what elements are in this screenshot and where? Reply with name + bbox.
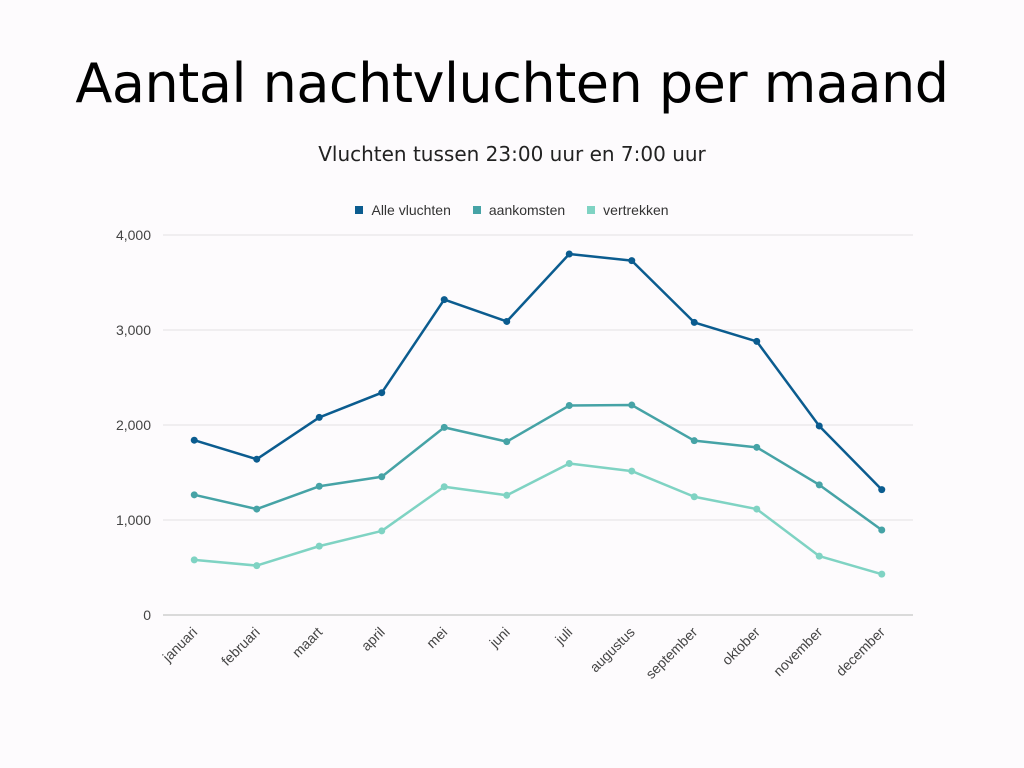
series-line-2 <box>194 462 883 576</box>
chart-title: Aantal nachtvluchten per maand <box>75 52 949 115</box>
data-point <box>315 482 323 490</box>
legend-item-aankomsten[interactable]: aankomsten <box>472 202 566 218</box>
data-point <box>815 552 823 560</box>
data-point <box>440 483 448 491</box>
legend-label-alle-vluchten: Alle vluchten <box>371 202 451 218</box>
x-tick-label: oktober <box>719 624 764 669</box>
x-tick-label: maart <box>289 624 326 661</box>
legend-item-vertrekken[interactable]: vertrekken <box>587 202 669 218</box>
data-point <box>315 413 323 421</box>
data-point <box>878 570 886 578</box>
x-tick-label: juni <box>485 624 512 651</box>
x-tick-label: september <box>642 624 700 682</box>
x-tick-label: april <box>358 624 388 654</box>
data-point <box>378 389 386 397</box>
data-point <box>690 493 698 501</box>
legend-swatch-vertrekken <box>587 206 596 214</box>
legend-swatch-alle-vluchten <box>355 206 364 214</box>
x-tick-label: juli <box>551 624 575 648</box>
data-point <box>565 402 573 410</box>
data-point <box>190 556 198 564</box>
data-point <box>378 473 386 481</box>
data-point <box>565 459 573 467</box>
data-point <box>815 422 823 430</box>
x-tick-label: november <box>770 624 826 680</box>
data-point <box>565 250 573 258</box>
data-point <box>253 562 261 570</box>
x-tick-label: december <box>833 624 889 680</box>
data-point <box>753 443 761 451</box>
legend-item-alle-vluchten[interactable]: Alle vluchten <box>355 202 451 218</box>
data-point <box>253 455 261 463</box>
y-tick-label: 1,000 <box>116 512 151 528</box>
legend-label-vertrekken: vertrekken <box>603 202 669 218</box>
data-point <box>503 438 511 446</box>
x-tick-label: januari <box>159 624 201 666</box>
data-point <box>815 481 823 489</box>
chart-legend: Alle vluchten aankomsten vertrekken <box>0 202 1024 218</box>
data-point <box>190 436 198 444</box>
data-point <box>190 491 198 499</box>
data-point <box>503 317 511 325</box>
x-tick-label: mei <box>423 624 450 651</box>
series-line-1 <box>193 403 883 531</box>
data-point <box>503 491 511 499</box>
data-point <box>378 527 386 535</box>
data-point <box>628 401 636 409</box>
data-point <box>878 526 886 534</box>
data-point <box>753 337 761 345</box>
data-point <box>253 505 261 513</box>
data-point <box>878 486 886 494</box>
chart-subtitle: Vluchten tussen 23:00 uur en 7:00 uur <box>318 142 706 166</box>
data-point <box>628 467 636 475</box>
data-point <box>315 542 323 550</box>
y-tick-label: 2,000 <box>116 417 151 433</box>
y-tick-label: 3,000 <box>116 322 151 338</box>
data-point <box>440 296 448 304</box>
x-tick-label: februari <box>218 624 263 669</box>
legend-swatch-aankomsten <box>472 206 481 214</box>
data-point <box>440 423 448 431</box>
y-tick-label: 0 <box>143 607 151 623</box>
data-point <box>690 318 698 326</box>
x-tick-label: augustus <box>586 624 637 675</box>
data-point <box>753 505 761 513</box>
data-point <box>690 437 698 445</box>
y-tick-label: 4,000 <box>116 227 151 243</box>
series-line-0 <box>193 252 883 491</box>
data-point <box>628 257 636 265</box>
legend-label-aankomsten: aankomsten <box>488 202 566 218</box>
